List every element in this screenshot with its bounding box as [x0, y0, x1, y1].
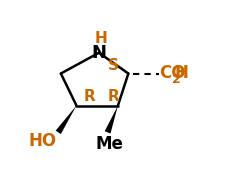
- Text: R: R: [84, 89, 95, 103]
- Text: Me: Me: [95, 135, 123, 153]
- Text: S: S: [108, 58, 119, 73]
- Text: 2: 2: [172, 72, 181, 86]
- Text: H: H: [174, 64, 188, 82]
- Text: H: H: [94, 31, 107, 45]
- Text: CO: CO: [159, 64, 186, 82]
- Polygon shape: [105, 106, 118, 133]
- Text: HO: HO: [29, 132, 57, 150]
- Polygon shape: [56, 106, 76, 134]
- Text: R: R: [108, 89, 120, 103]
- Text: N: N: [91, 44, 106, 62]
